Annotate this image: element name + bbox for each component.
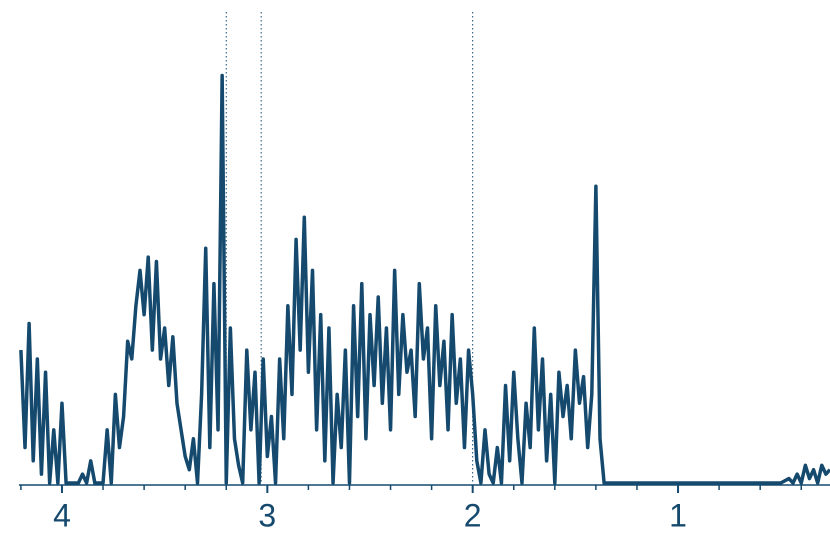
x-tick-label: 3 — [258, 497, 276, 533]
spectrum-line — [19, 73, 830, 485]
x-tick-label: 4 — [53, 497, 71, 533]
x-tick-label: 1 — [669, 497, 687, 533]
x-tick-label: 2 — [464, 497, 482, 533]
